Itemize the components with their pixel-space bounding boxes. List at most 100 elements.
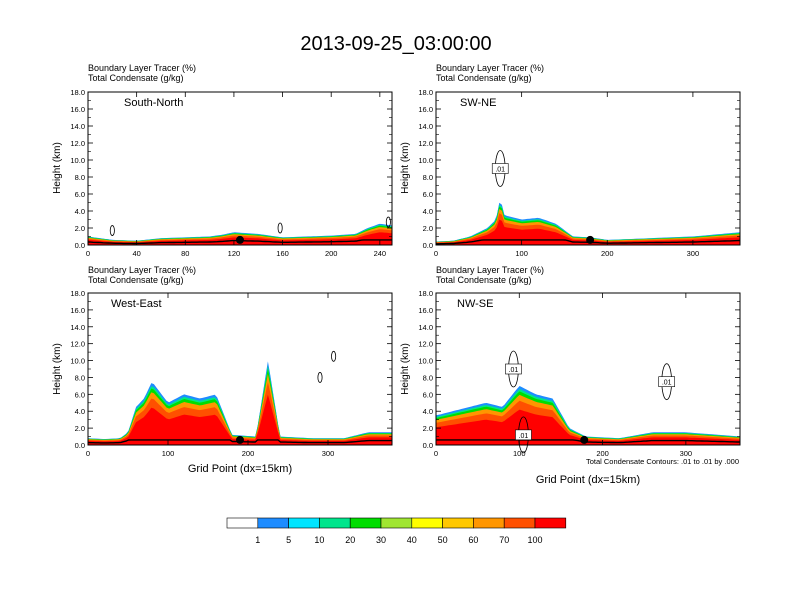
x-tick-label: 240	[374, 249, 387, 258]
y-tick-label: 12.0	[418, 139, 433, 148]
x-tick-label: 0	[434, 249, 438, 258]
colorbar-label: 10	[314, 535, 324, 545]
x-tick-label: 200	[601, 249, 614, 258]
contour-label: .01	[509, 367, 519, 374]
y-tick-label: 14.0	[70, 122, 85, 131]
x-tick-label: 0	[434, 449, 438, 458]
terrain-line	[436, 439, 740, 444]
colorbar-label: 1	[255, 535, 260, 545]
colorbar-swatch	[319, 517, 351, 529]
y-tick-label: 2.0	[423, 224, 433, 233]
y-tick-label: 6.0	[75, 190, 85, 199]
contour-note: Total Condensate Contours: .01 to .01 by…	[586, 457, 739, 466]
tracer-band	[88, 394, 392, 445]
y-tick-label: 12.0	[70, 139, 85, 148]
condensate-field-label: Total Condensate (g/kg)	[88, 275, 184, 285]
colorbar-label: 5	[286, 535, 291, 545]
y-tick-label: 18.0	[70, 289, 85, 298]
y-tick-label: 0.0	[75, 241, 85, 250]
condensate-contour	[277, 222, 283, 234]
x-tick-label: 300	[680, 449, 693, 458]
colorbar-label: 40	[407, 535, 417, 545]
contour-label-box	[491, 163, 509, 174]
x-tick-label: 160	[276, 249, 289, 258]
colorbar-swatch	[442, 517, 474, 529]
tracer-field-label: Boundary Layer Tracer (%)	[436, 265, 544, 275]
x-tick-label: 100	[515, 249, 528, 258]
condensate-contour	[331, 350, 337, 362]
y-tick-label: 14.0	[70, 323, 85, 332]
plot-frame	[87, 91, 393, 246]
panel-title-nw-se: NW-SE	[457, 298, 493, 310]
colorbar-label: 30	[376, 535, 386, 545]
y-tick-label: 4.0	[423, 407, 433, 416]
location-marker	[236, 235, 244, 244]
tracer-band	[436, 219, 740, 245]
y-tick-label: 10.0	[418, 357, 433, 366]
panel-title-south-north: South-North	[124, 97, 183, 109]
location-marker	[580, 435, 589, 444]
panel-south-north: Boundary Layer Tracer (%) Total Condensa…	[52, 63, 393, 258]
y-tick-label: 10.0	[70, 357, 85, 366]
y-tick-label: 10.0	[418, 156, 433, 165]
y-tick-label: 6.0	[423, 390, 433, 399]
x-tick-label: 80	[181, 249, 189, 258]
y-tick-label: 16.0	[418, 306, 433, 315]
x-axis-label: Grid Point (dx=15km)	[536, 474, 640, 486]
y-tick-label: 4.0	[75, 407, 85, 416]
y-tick-label: 18.0	[70, 88, 85, 97]
y-tick-label: 8.0	[423, 173, 433, 182]
colorbar-swatch	[473, 517, 505, 529]
tracer-field-label: Boundary Layer Tracer (%)	[436, 63, 544, 73]
colorbar-swatch	[380, 517, 413, 529]
tracer-field-label: Boundary Layer Tracer (%)	[88, 63, 196, 73]
x-tick-label: 300	[322, 449, 335, 458]
y-tick-label: 8.0	[75, 373, 85, 382]
y-tick-label: 8.0	[75, 173, 85, 182]
y-tick-label: 16.0	[70, 306, 85, 315]
colorbar-label: 60	[468, 535, 478, 545]
contour-label: .01	[495, 167, 505, 174]
y-tick-label: 6.0	[75, 390, 85, 399]
panel-sw-ne: Boundary Layer Tracer (%) Total Condensa…	[400, 63, 741, 258]
y-tick-label: 0.0	[75, 441, 85, 450]
plot-frame	[435, 91, 741, 246]
condensate-field-label: Total Condensate (g/kg)	[436, 275, 532, 285]
x-tick-label: 200	[596, 449, 609, 458]
y-tick-label: 14.0	[418, 122, 433, 131]
panel-west-east: Boundary Layer Tracer (%) Total Condensa…	[52, 265, 393, 475]
y-tick-label: 0.0	[423, 441, 433, 450]
colorbar-swatch	[503, 517, 536, 529]
x-tick-label: 200	[242, 449, 255, 458]
x-tick-label: 120	[228, 249, 241, 258]
colorbar-swatch	[257, 517, 289, 529]
y-tick-label: 0.0	[423, 241, 433, 250]
y-tick-label: 4.0	[423, 207, 433, 216]
y-tick-label: 8.0	[423, 373, 433, 382]
y-axis-label: Height (km)	[52, 142, 63, 194]
colorbar-label: 20	[345, 535, 355, 545]
y-axis-label: Height (km)	[400, 343, 411, 395]
x-tick-label: 0	[86, 249, 90, 258]
x-tick-label: 200	[325, 249, 338, 258]
location-marker	[586, 235, 595, 244]
condensate-field-label: Total Condensate (g/kg)	[436, 73, 532, 83]
x-tick-label: 0	[86, 449, 90, 458]
y-tick-label: 14.0	[418, 323, 433, 332]
colorbar-label: 50	[438, 535, 448, 545]
colorbar-label: 70	[499, 535, 509, 545]
panel-title-sw-ne: SW-NE	[460, 97, 496, 109]
x-axis-label: Grid Point (dx=15km)	[188, 463, 292, 475]
location-marker	[236, 435, 244, 444]
contour-label-box	[515, 429, 532, 441]
condensate-field-label: Total Condensate (g/kg)	[88, 73, 184, 83]
colorbar-swatch	[226, 517, 259, 529]
colorbar-swatch	[411, 517, 443, 529]
y-axis-label: Height (km)	[400, 142, 411, 194]
panel-nw-se: Boundary Layer Tracer (%) Total Condensa…	[400, 265, 741, 486]
y-axis-label: Height (km)	[52, 343, 63, 395]
tracer-field-label: Boundary Layer Tracer (%)	[88, 265, 196, 275]
y-tick-label: 10.0	[70, 156, 85, 165]
colorbar-label: 100	[527, 535, 542, 545]
